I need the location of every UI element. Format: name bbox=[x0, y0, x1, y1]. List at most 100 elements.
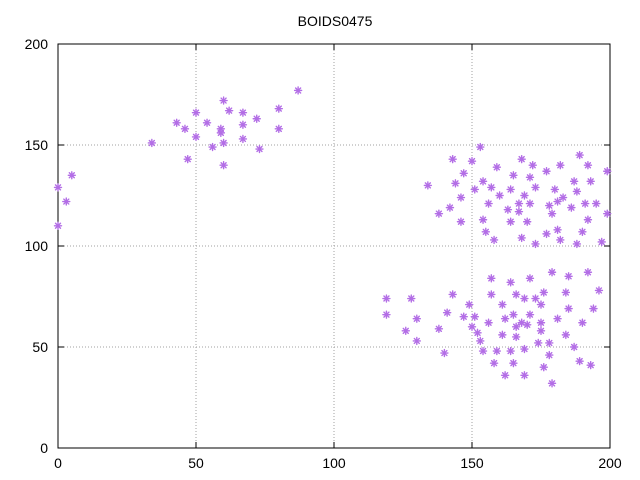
data-point bbox=[553, 314, 562, 323]
data-point bbox=[208, 142, 217, 152]
data-point bbox=[583, 268, 593, 277]
data-point bbox=[569, 342, 579, 352]
data-point bbox=[586, 177, 595, 186]
data-point bbox=[603, 209, 612, 218]
data-point bbox=[545, 350, 554, 360]
data-point bbox=[459, 312, 468, 321]
scatter-points bbox=[53, 86, 612, 388]
data-point bbox=[539, 288, 548, 297]
data-point bbox=[489, 235, 499, 245]
data-point bbox=[547, 379, 557, 388]
data-point bbox=[553, 197, 562, 206]
data-point bbox=[545, 201, 554, 210]
data-point bbox=[520, 371, 529, 380]
data-point bbox=[498, 330, 507, 340]
data-point bbox=[487, 290, 496, 299]
data-point bbox=[180, 124, 190, 134]
data-point bbox=[484, 199, 493, 208]
data-point bbox=[520, 294, 529, 303]
data-point bbox=[525, 274, 535, 283]
data-point bbox=[542, 167, 551, 176]
y-tick-label: 150 bbox=[25, 137, 49, 153]
data-point bbox=[514, 207, 524, 216]
data-point bbox=[219, 160, 228, 170]
data-point bbox=[520, 191, 529, 200]
data-point bbox=[511, 290, 521, 299]
data-point bbox=[238, 108, 248, 117]
data-point bbox=[506, 346, 515, 356]
y-tick-label: 100 bbox=[25, 238, 49, 254]
data-point bbox=[423, 181, 433, 190]
data-point bbox=[553, 225, 562, 235]
data-point bbox=[445, 203, 455, 212]
data-point bbox=[172, 118, 181, 127]
data-point bbox=[238, 120, 248, 130]
data-point bbox=[53, 221, 63, 231]
data-point bbox=[489, 358, 499, 368]
data-point bbox=[564, 272, 573, 281]
y-tick-label: 0 bbox=[40, 440, 48, 456]
data-point bbox=[412, 336, 421, 346]
data-point bbox=[603, 167, 612, 176]
data-point bbox=[525, 199, 535, 208]
data-point bbox=[597, 237, 606, 247]
data-point bbox=[520, 344, 529, 354]
data-point bbox=[558, 193, 568, 202]
data-point bbox=[592, 199, 601, 208]
data-point bbox=[542, 229, 551, 239]
data-point bbox=[511, 332, 521, 342]
x-tick-label: 50 bbox=[188, 455, 204, 471]
data-point bbox=[509, 358, 518, 368]
data-point bbox=[506, 278, 515, 287]
data-point bbox=[580, 199, 590, 208]
data-point bbox=[561, 288, 571, 297]
data-point bbox=[506, 217, 515, 226]
data-point bbox=[531, 183, 540, 192]
axis-ticks: 0 50 100 150 200 0 50 100 150 200 bbox=[25, 36, 622, 471]
data-point bbox=[252, 114, 261, 123]
data-point bbox=[495, 191, 504, 200]
data-point bbox=[594, 286, 604, 295]
data-point bbox=[224, 106, 234, 115]
data-point bbox=[517, 233, 526, 243]
data-point bbox=[503, 205, 513, 214]
data-point bbox=[191, 132, 201, 142]
data-point bbox=[467, 322, 477, 331]
data-point bbox=[67, 171, 77, 180]
data-point bbox=[274, 104, 283, 113]
data-point bbox=[583, 160, 593, 170]
data-point bbox=[382, 310, 391, 319]
y-tick-label: 200 bbox=[25, 36, 49, 52]
data-point bbox=[586, 360, 595, 370]
data-point bbox=[556, 235, 565, 245]
grid bbox=[58, 44, 610, 448]
data-point bbox=[465, 300, 474, 309]
data-point bbox=[547, 268, 557, 277]
data-point bbox=[572, 239, 582, 249]
x-tick-label: 200 bbox=[598, 455, 622, 471]
chart-title: BOIDS0475 bbox=[298, 13, 373, 29]
data-point bbox=[523, 217, 532, 226]
data-point bbox=[216, 128, 226, 138]
data-point bbox=[511, 322, 521, 331]
data-point bbox=[293, 86, 303, 95]
x-tick-label: 150 bbox=[460, 455, 484, 471]
data-point bbox=[578, 227, 587, 237]
data-point bbox=[487, 274, 496, 283]
data-point bbox=[498, 300, 507, 309]
x-tick-label: 100 bbox=[322, 455, 346, 471]
data-point bbox=[407, 294, 416, 303]
data-point bbox=[401, 326, 410, 336]
data-point bbox=[451, 179, 460, 188]
data-point bbox=[219, 138, 228, 148]
data-point bbox=[506, 185, 515, 194]
data-point bbox=[575, 356, 584, 366]
data-point bbox=[478, 346, 488, 356]
data-point bbox=[255, 144, 264, 154]
data-point bbox=[536, 300, 546, 309]
data-point bbox=[202, 118, 212, 127]
data-point bbox=[191, 108, 201, 117]
data-point bbox=[528, 160, 537, 170]
data-point bbox=[556, 160, 565, 170]
